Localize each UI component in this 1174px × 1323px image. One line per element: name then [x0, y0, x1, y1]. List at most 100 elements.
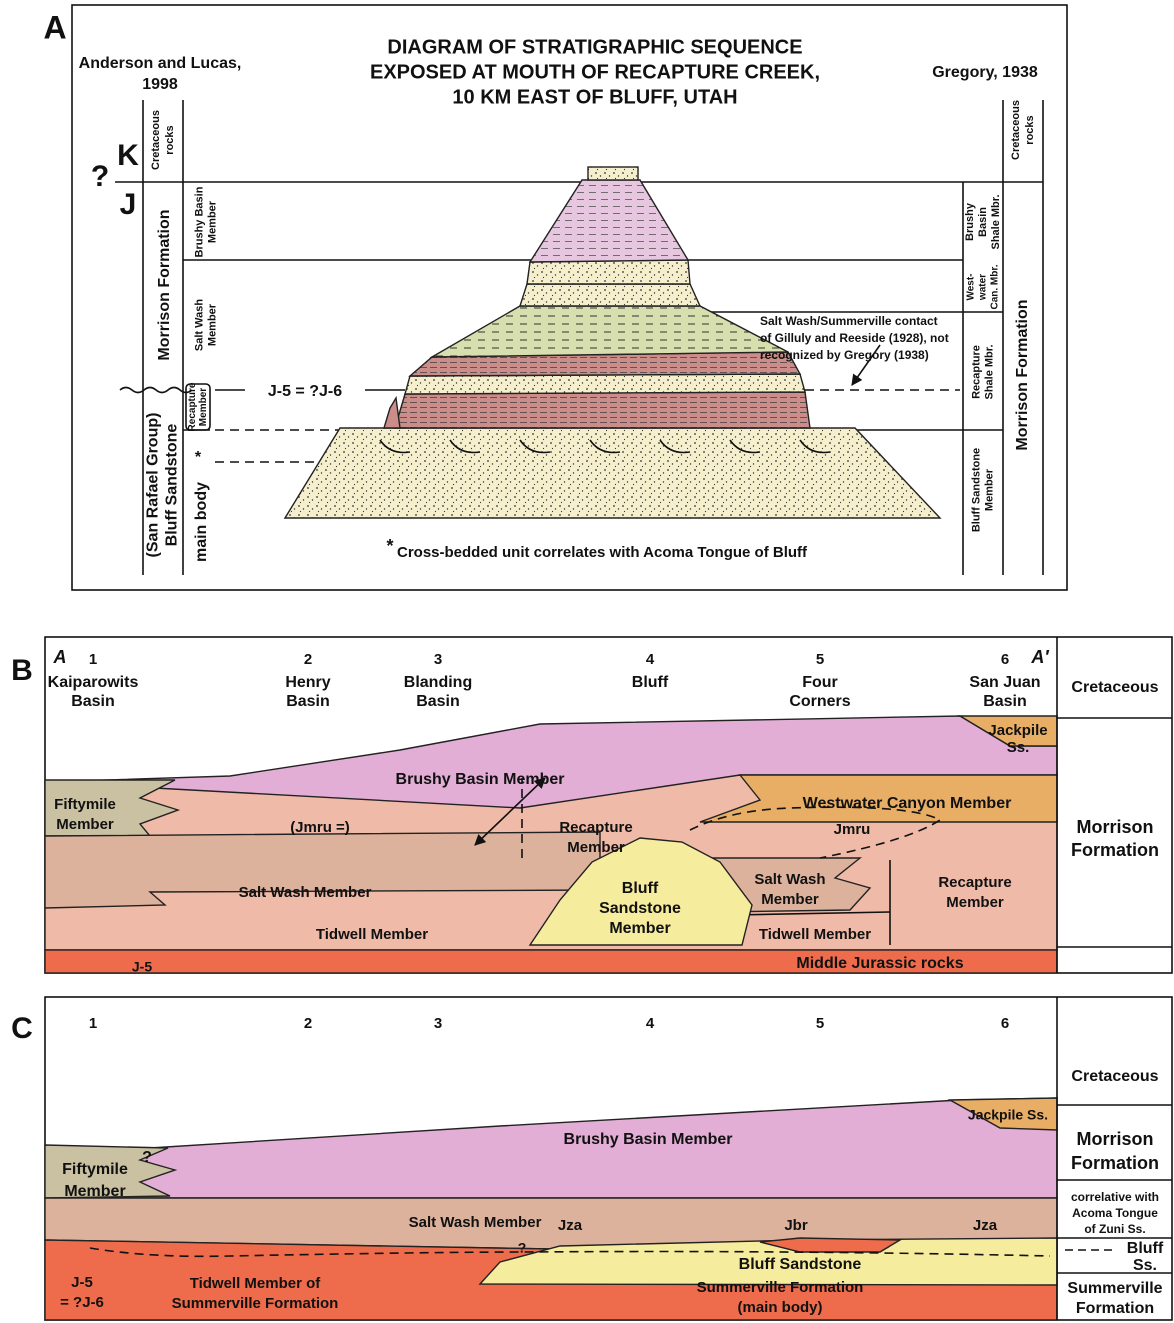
sandstone-bed: [519, 283, 702, 307]
column-label: Member: [206, 200, 218, 243]
section-end-label: A: [53, 647, 67, 667]
locality-number: 3: [434, 651, 442, 668]
locality-name: Basin: [983, 693, 1027, 710]
column-label: Shale Mbr.: [983, 344, 995, 399]
column-label: correlative with: [1071, 1190, 1159, 1204]
column-label: (San Rafael Group): [145, 413, 162, 558]
unconformity-label: J-5 = ?J-6: [268, 383, 342, 400]
locality-number: 2: [304, 651, 312, 668]
column-label: Acoma Tongue: [1072, 1206, 1158, 1220]
unit-label: (main body): [738, 1299, 823, 1316]
column-label: Cretaceous: [1071, 1068, 1158, 1085]
arrow: [851, 344, 881, 386]
column-label: Salt Wash: [193, 299, 205, 351]
boundary-label: ?: [91, 160, 109, 193]
column-label: Recapture: [187, 382, 198, 431]
jbr-unit: [759, 1237, 903, 1253]
panel-letter: B: [11, 654, 33, 687]
unit-label: Tidwell Member: [759, 926, 871, 943]
unit-label: Jmru: [834, 821, 871, 838]
column-label: Member: [206, 303, 218, 346]
column-label: Summerville: [1067, 1280, 1162, 1297]
recapture-box: [185, 383, 211, 431]
source: 1998: [142, 76, 178, 93]
panel-letter: A: [43, 9, 66, 45]
boundary-label: J: [120, 188, 137, 221]
locality-number: 1: [89, 1015, 97, 1032]
salt-wash-unit: [429, 305, 789, 358]
recapture-spire: [383, 395, 401, 429]
bluff-sandstone-unit: [528, 837, 753, 946]
query-label: ?: [142, 1149, 152, 1166]
column-label: Morrison Formation: [156, 209, 173, 360]
unconformity-label: = ?J-6: [60, 1294, 104, 1311]
annotation: of Gilluly and Reeside (1928), not: [760, 331, 949, 345]
unit-label: Member: [64, 1183, 125, 1200]
column-label: Formation: [1071, 840, 1159, 860]
westwater-unit: [699, 774, 1058, 823]
source: Anderson and Lucas,: [79, 55, 242, 72]
unconformity-label: J-5: [71, 1274, 93, 1291]
column-label: Morrison Formation: [1014, 299, 1031, 450]
locality-name: Basin: [286, 693, 330, 710]
column-label: West-: [966, 273, 977, 300]
panel-letter: C: [11, 1012, 33, 1045]
sandstone-bed: [526, 259, 691, 285]
locality-number: 4: [646, 1015, 655, 1032]
unit-label: Member: [946, 894, 1004, 911]
unit-label: Sandstone: [599, 900, 681, 917]
unit-label: Member: [761, 891, 819, 908]
section-end-label: A′: [1030, 647, 1049, 667]
unit-label: Fiftymile: [54, 796, 116, 813]
unit-label: Westwater Canyon Member: [803, 795, 1012, 812]
unit-label: Summerville Formation: [697, 1279, 864, 1296]
unit-label: Member: [56, 816, 114, 833]
column-label: Bluff Sandstone: [970, 448, 982, 532]
panel-frame: [71, 4, 1068, 591]
title: DIAGRAM OF STRATIGRAPHIC SEQUENCE: [387, 36, 802, 58]
footnote: Cross-bedded unit correlates with Acoma …: [397, 544, 808, 561]
sandstone-bed: [404, 373, 806, 395]
title: 10 KM EAST OF BLUFF, UTAH: [452, 86, 737, 108]
unit-label: Jackpile Ss.: [968, 1107, 1048, 1123]
locality-number: 6: [1001, 651, 1009, 668]
arrow: [474, 777, 546, 846]
locality-name: Four: [802, 674, 838, 691]
contact-line: [89, 1247, 1051, 1258]
brushy-basin-unit: [528, 179, 690, 263]
recapture-unit: [394, 391, 811, 429]
unit-label: Salt Wash: [754, 871, 825, 888]
unit-label: Jza: [973, 1217, 998, 1234]
unit-label: Bluff: [622, 880, 659, 897]
column-label: Formation: [1076, 1300, 1154, 1317]
column-label: Can. Mbr.: [990, 264, 1001, 309]
column-label: Cretaceous: [1071, 679, 1158, 696]
unit-label: Member: [609, 920, 670, 937]
contact-line: [689, 806, 942, 859]
salt-wash-unit: [44, 831, 601, 909]
footnote-mark: *: [195, 449, 202, 466]
column-label: rocks: [164, 125, 176, 154]
annotation: Salt Wash/Summerville contact: [760, 314, 938, 328]
source: Gregory, 1938: [932, 64, 1038, 81]
unit-label: Fiftymile: [62, 1161, 128, 1178]
locality-name: Basin: [416, 693, 460, 710]
unit-label: Ss.: [1007, 739, 1030, 756]
unit-label: Jackpile: [988, 722, 1047, 739]
unit-label: Brushy Basin Member: [564, 1131, 733, 1148]
panel-b: [44, 636, 1173, 974]
column-label: Formation: [1071, 1153, 1159, 1173]
unit-label: Tidwell Member of: [190, 1275, 322, 1292]
unconformity-label: J-5: [132, 959, 152, 975]
locality-number: 5: [816, 651, 824, 668]
unit-label: Recapture: [559, 819, 632, 836]
annotation: recognized by Gregory (1938): [760, 348, 929, 362]
panel-c: [44, 996, 1173, 1321]
unit-label: Jza: [558, 1217, 583, 1234]
column-label: Recapture: [970, 345, 982, 399]
locality-name: Kaiparowits: [48, 674, 139, 691]
column-label: Brushy: [964, 202, 976, 241]
unit-label: Bluff Sandstone: [739, 1256, 862, 1273]
cross-beds: [379, 439, 831, 454]
